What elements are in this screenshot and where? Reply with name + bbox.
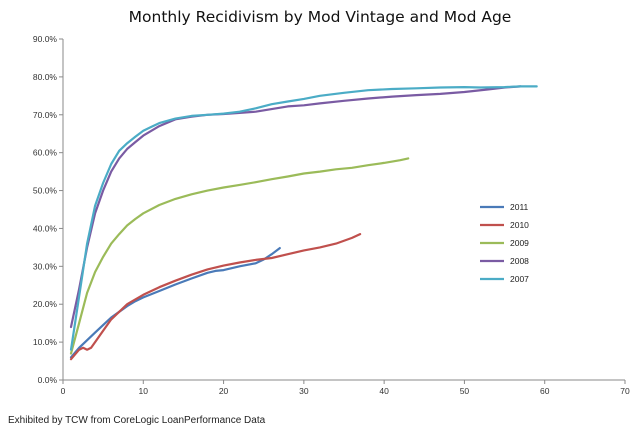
series-line-2008 (69, 85, 522, 329)
x-tick-label: 70 (620, 386, 630, 396)
axes: 0.0% 10.0% 20.0% 30.0% 40.0% 50.0% 60.0% 70.0% 8… (33, 34, 630, 396)
legend-label-2010: 2010 (510, 220, 529, 230)
x-tick-label: 50 (460, 386, 470, 396)
y-tick-label: 40.0% (33, 223, 58, 233)
y-tick-label: 70.0% (33, 110, 58, 120)
source-note: Exhibited by TCW from CoreLogic LoanPerf… (8, 415, 266, 426)
y-tick-label: 10.0% (33, 337, 58, 347)
y-tick-label: 50.0% (33, 186, 58, 196)
x-tick-label: 0 (61, 386, 66, 396)
legend-label-2011: 2011 (510, 202, 529, 212)
x-tick-label: 60 (540, 386, 550, 396)
x-tick-label: 10 (139, 386, 149, 396)
y-tick-label: 60.0% (33, 148, 58, 158)
series-lines (69, 85, 538, 361)
x-tick-label: 30 (299, 386, 309, 396)
y-tick-label: 80.0% (33, 72, 58, 82)
x-tick-label: 20 (219, 386, 229, 396)
y-tick-label: 30.0% (33, 261, 58, 271)
legend-label-2007: 2007 (510, 274, 529, 284)
y-tick-label: 0.0% (38, 375, 58, 385)
series-line-2011 (69, 247, 281, 359)
series-line-2009 (69, 157, 410, 355)
y-tick-label: 20.0% (33, 299, 58, 309)
series-line-2007 (69, 85, 538, 351)
x-tick-label: 40 (379, 386, 389, 396)
legend-label-2009: 2009 (510, 238, 529, 248)
chart-title: Monthly Recidivism by Mod Vintage and Mo… (128, 8, 512, 26)
y-tick-label: 90.0% (33, 34, 58, 44)
series-line-2010 (69, 233, 362, 361)
legend: 2011 2010 2009 2008 2007 (480, 202, 529, 284)
legend-label-2008: 2008 (510, 256, 529, 266)
